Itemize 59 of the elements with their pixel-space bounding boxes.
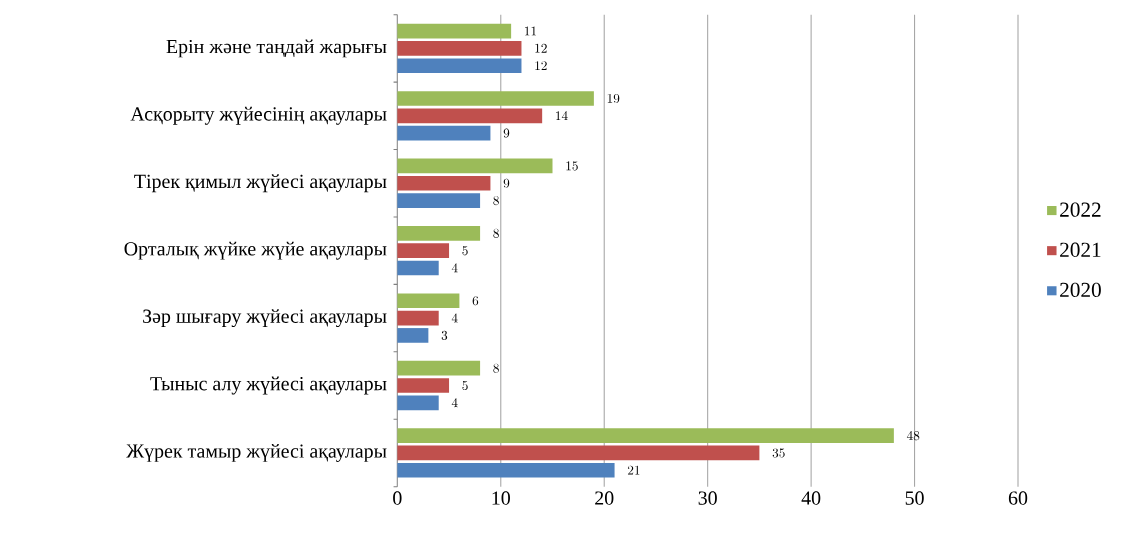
data-label: 48: [906, 430, 920, 441]
data-label: 8: [493, 363, 499, 373]
x-tick-label: 20: [595, 491, 614, 505]
data-label: 21: [627, 465, 640, 475]
data-label: 9: [503, 178, 510, 188]
y-tick-label: Жүрек тамыр жүйесі ақаулары: [126, 444, 387, 462]
x-tick-label: 0: [393, 491, 402, 505]
bar: [397, 243, 450, 258]
y-tick-label: Тірек қимыл жүйесі ақаулары: [134, 174, 387, 193]
legend-label: 2020: [1060, 282, 1101, 298]
y-tick-label: Тыныс алу жүйесі ақаулары: [150, 376, 387, 395]
data-label: 4: [451, 398, 458, 408]
bar: [397, 91, 594, 106]
bar: [397, 23, 512, 39]
bar: [397, 462, 615, 478]
bar: [397, 378, 450, 393]
legend-label: 2022: [1060, 202, 1101, 217]
legend-label: 2021: [1060, 242, 1101, 257]
data-label: 12: [535, 43, 547, 53]
bar: [397, 193, 481, 208]
data-label: 4: [451, 263, 458, 273]
y-tick-label: Орталық жүйке жүйе ақаулары: [124, 241, 387, 260]
bar: [397, 41, 522, 56]
x-tick-label: 50: [905, 491, 924, 505]
data-label: 8: [493, 195, 499, 206]
data-label: 12: [535, 61, 547, 70]
x-tick-label: 60: [1008, 491, 1028, 505]
data-label: 19: [607, 93, 620, 104]
bar: [397, 125, 491, 141]
bar: [397, 328, 429, 343]
bar: [397, 310, 439, 326]
bar: [397, 175, 491, 191]
data-label: 9: [503, 128, 510, 138]
data-label: 14: [556, 111, 568, 121]
data-label: 8: [493, 228, 499, 238]
y-tick-label: Зәр шығару жүйесі ақаулары: [143, 309, 387, 328]
y-tick-label: Асқорыту жүйесінің ақаулары: [130, 106, 387, 125]
data-label: 5: [462, 380, 468, 391]
data-label: 4: [451, 313, 458, 323]
bar: [397, 395, 439, 411]
data-label: 15: [566, 161, 578, 171]
data-label: 6: [472, 296, 479, 306]
x-tick-label: 30: [698, 491, 717, 505]
bar: [397, 445, 760, 461]
data-label: 5: [462, 246, 468, 256]
bar: [397, 360, 481, 376]
bar: [397, 428, 894, 443]
bar: [397, 226, 481, 241]
data-label: 11: [525, 26, 537, 36]
bar: [397, 260, 439, 276]
bar: [397, 108, 543, 124]
y-tick-label: Ерін және таңдай жарығы: [166, 39, 387, 58]
x-tick-label: 40: [801, 491, 821, 505]
bar: [397, 58, 522, 74]
data-label: 35: [772, 448, 785, 458]
x-tick-label: 10: [492, 491, 510, 505]
data-label: 3: [441, 330, 448, 340]
bar: [397, 293, 460, 309]
bar: [397, 158, 553, 174]
